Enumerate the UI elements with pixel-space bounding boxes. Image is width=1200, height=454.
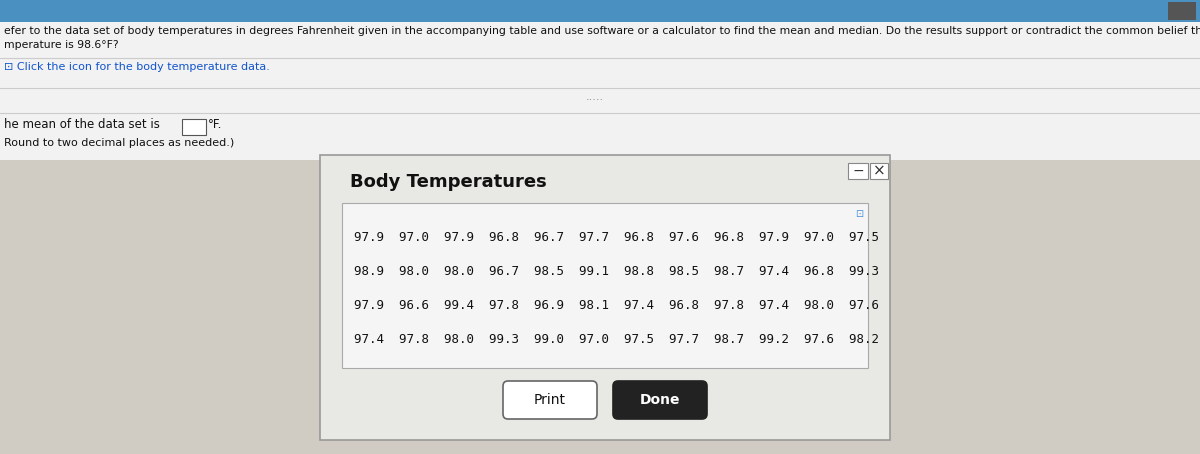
Text: °F.: °F. [208, 118, 222, 131]
Bar [0, 0, 1200, 260]
Bar [870, 163, 888, 179]
Text: Done: Done [640, 393, 680, 407]
Text: 98.9  98.0  98.0  96.7  98.5  99.1  98.8  98.5  98.7  97.4  96.8  99.3: 98.9 98.0 98.0 96.7 98.5 99.1 98.8 98.5 … [354, 265, 878, 278]
FancyBboxPatch shape [503, 381, 598, 419]
Text: mperature is 98.6°F?: mperature is 98.6°F? [4, 40, 119, 50]
FancyBboxPatch shape [613, 381, 707, 419]
Text: ⊡ Click the icon for the body temperature data.: ⊡ Click the icon for the body temperatur… [4, 62, 270, 72]
Text: he mean of the data set is: he mean of the data set is [4, 118, 163, 131]
Text: efer to the data set of body temperatures in degrees Fahrenheit given in the acc: efer to the data set of body temperature… [4, 26, 1200, 36]
Text: ×: × [872, 163, 886, 178]
Text: Round to two decimal places as needed.): Round to two decimal places as needed.) [4, 138, 234, 148]
Bar [848, 163, 868, 179]
Bar [1168, 2, 1196, 20]
Text: Body Temperatures: Body Temperatures [350, 173, 547, 191]
Bar [342, 203, 868, 368]
Text: 97.9  96.6  99.4  97.8  96.9  98.1  97.4  96.8  97.8  97.4  98.0  97.6: 97.9 96.6 99.4 97.8 96.9 98.1 97.4 96.8 … [354, 299, 878, 312]
Text: Print: Print [534, 393, 566, 407]
Bar [0, 160, 1200, 454]
Text: .....: ..... [586, 92, 604, 102]
Bar [320, 155, 890, 440]
Text: ⊡: ⊡ [854, 209, 863, 219]
Text: 97.4  97.8  98.0  99.3  99.0  97.0  97.5  97.7  98.7  99.2  97.6  98.2: 97.4 97.8 98.0 99.3 99.0 97.0 97.5 97.7 … [354, 333, 878, 346]
Bar [0, 0, 1200, 22]
Text: −: − [852, 164, 864, 178]
Text: 97.9  97.0  97.9  96.8  96.7  97.7  96.8  97.6  96.8  97.9  97.0  97.5: 97.9 97.0 97.9 96.8 96.7 97.7 96.8 97.6 … [354, 231, 878, 244]
Bar [182, 119, 206, 135]
